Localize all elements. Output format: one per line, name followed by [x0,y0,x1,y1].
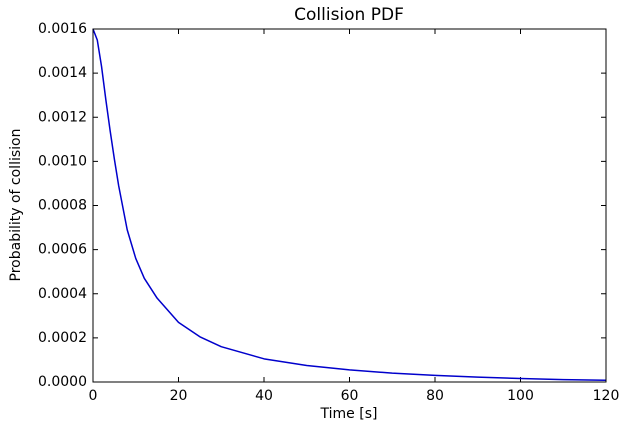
x-axis-label: Time [s] [320,406,378,422]
plot-frame [92,28,607,383]
y-tick-label: 0.0014 [38,65,87,81]
x-tick-label: 60 [341,388,359,404]
x-tick-label: 100 [507,388,534,404]
y-axis-label: Probability of collision [8,129,24,282]
y-tick-label: 0.0008 [38,198,87,214]
x-tick-label: 40 [255,388,273,404]
y-tick-label: 0.0010 [38,153,87,169]
y-tick-label: 0.0002 [38,330,87,346]
x-tick-label: 20 [170,388,188,404]
x-tick-label: 0 [89,388,98,404]
x-tick-label: 80 [426,388,444,404]
y-tick-label: 0.0004 [38,286,87,302]
y-tick-label: 0.0012 [38,109,87,125]
line [92,28,607,381]
y-tick-label: 0.0006 [38,242,87,258]
y-tick-label: 0.0000 [38,374,87,390]
x-tick-label: 120 [593,388,620,404]
y-tick-label: 0.0016 [38,21,87,37]
chart-title: Collision PDF [294,5,404,25]
